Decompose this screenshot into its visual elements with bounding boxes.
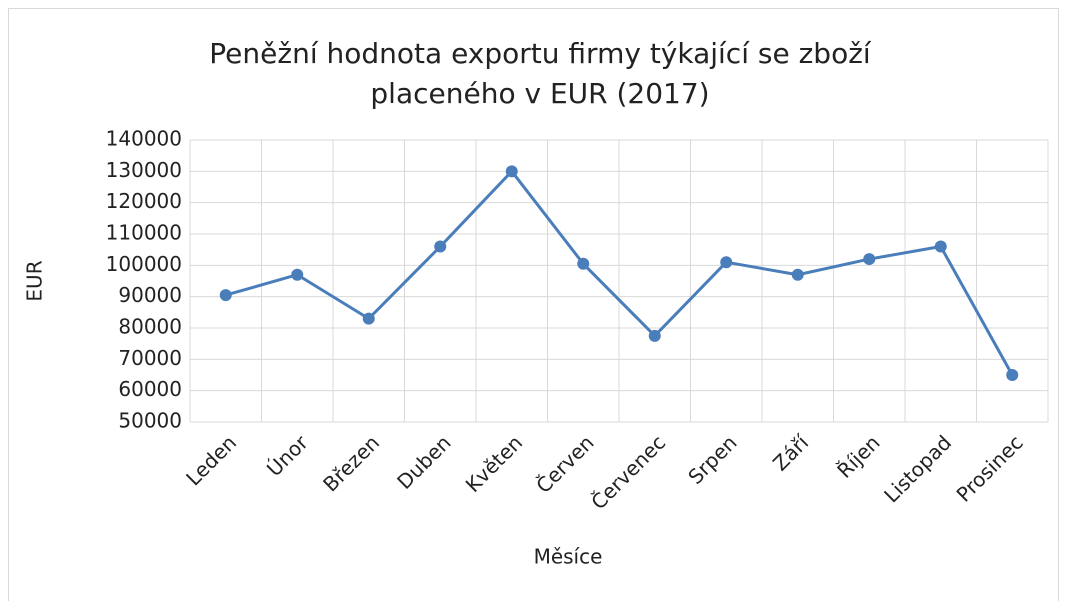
y-tick-label: 130000 xyxy=(106,158,182,182)
line xyxy=(225,169,1014,376)
point xyxy=(863,253,876,266)
x-tick-label: Prosinec xyxy=(952,430,1028,506)
x-tick-label: Leden xyxy=(181,430,241,490)
x-tick-label: Květen xyxy=(461,430,528,497)
x-tick-label: Duben xyxy=(392,430,455,493)
x-tick-label: Únor xyxy=(262,430,313,481)
x-tick-label: Červen xyxy=(531,430,598,497)
point xyxy=(1006,369,1019,381)
point xyxy=(720,256,733,269)
x-tick-label: Říjen xyxy=(832,430,884,482)
y-tick-label: 80000 xyxy=(118,315,182,339)
y-tick-label: 70000 xyxy=(118,346,182,370)
y-axis-label: EUR xyxy=(23,260,47,301)
y-tick-label: 100000 xyxy=(106,252,182,276)
point xyxy=(648,329,661,342)
y-tick-label: 50000 xyxy=(118,409,182,433)
x-tick-label: Listopad xyxy=(879,430,956,507)
x-axis-label: Měsíce xyxy=(534,545,603,569)
y-tick-label: 120000 xyxy=(106,189,182,213)
point xyxy=(577,257,590,270)
chart-title: Peněžní hodnota exportu firmy týkající s… xyxy=(209,37,871,110)
point xyxy=(434,240,447,253)
y-tick-label: 110000 xyxy=(106,221,182,245)
point xyxy=(291,268,304,281)
point xyxy=(505,165,518,178)
y-tick-label: 140000 xyxy=(106,127,182,151)
x-tick-label: Září xyxy=(768,429,814,475)
x-tick-label: Březen xyxy=(318,430,384,496)
x-tick-label: Srpen xyxy=(683,430,741,488)
y-tick-label: 90000 xyxy=(118,283,182,307)
x-tick-label: Červenec xyxy=(586,430,670,514)
chart-border xyxy=(8,8,1059,601)
point xyxy=(791,268,804,281)
y-tick-label: 60000 xyxy=(118,377,182,401)
point xyxy=(362,312,375,325)
point xyxy=(219,289,232,302)
point xyxy=(934,240,947,253)
